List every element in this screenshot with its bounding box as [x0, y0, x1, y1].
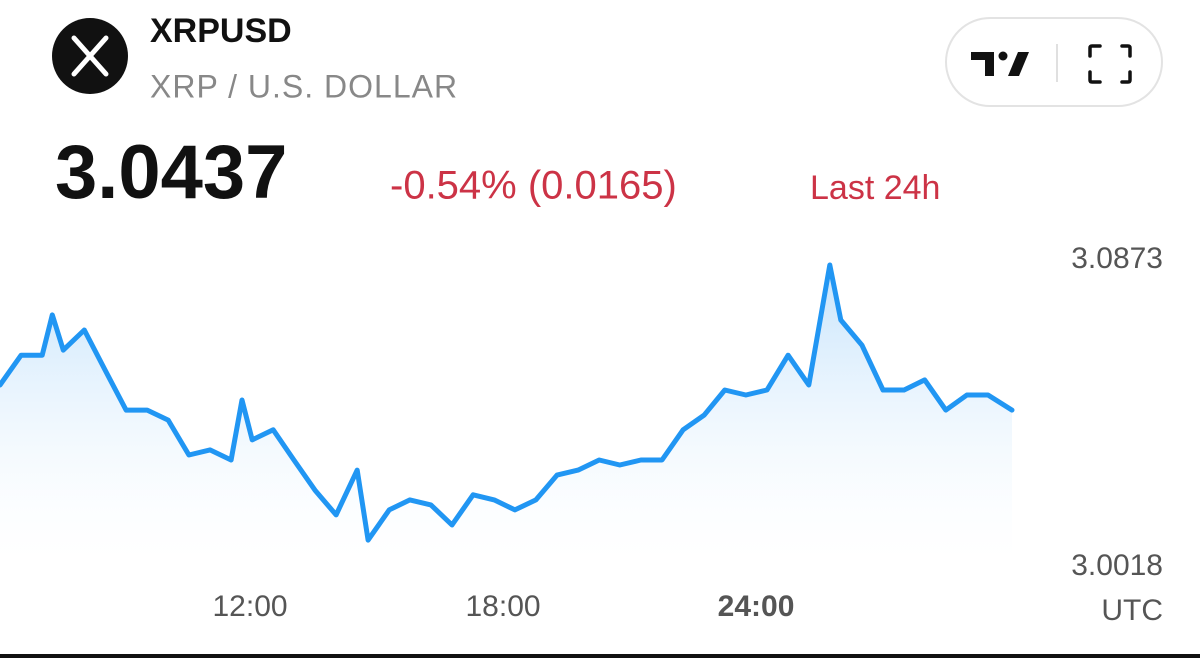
price-line: [0, 262, 1015, 543]
price-change: -0.54% (0.0165): [390, 164, 677, 208]
logo-x: [71, 35, 109, 77]
area: [0, 265, 1012, 560]
y-tick-label: 3.0873: [1071, 242, 1163, 275]
x-tick-label: 18:00: [466, 590, 541, 623]
x-tick-label: 12:00: [213, 590, 288, 623]
symbol: XRPUSD: [150, 12, 292, 50]
fullscreen-button[interactable]: [1088, 44, 1132, 84]
toolbar: [945, 17, 1163, 107]
tradingview-logo[interactable]: [971, 51, 1029, 77]
symbol-name: XRP / U.S. DOLLAR: [150, 68, 458, 104]
y-tick-label: 3.0018: [1071, 549, 1163, 582]
chart-area: 3.0018 3.0873 12:00 18:00 24:00 UTC: [0, 242, 1163, 627]
period: Last 24h: [810, 169, 940, 207]
x-axis-unit: UTC: [1101, 594, 1163, 627]
price: 3.0437: [55, 130, 287, 215]
x-tick-label: 24:00: [718, 590, 795, 623]
